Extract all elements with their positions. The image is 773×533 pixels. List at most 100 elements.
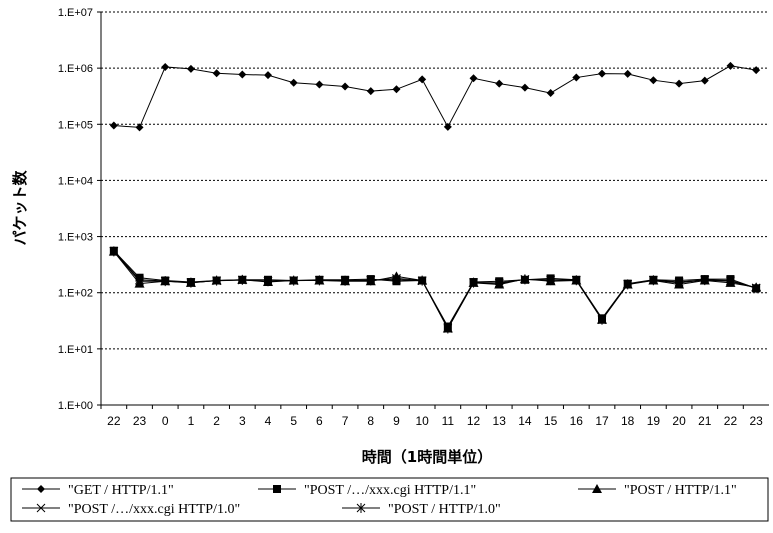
data-point bbox=[572, 73, 581, 82]
x-tick-label: 23 bbox=[749, 414, 763, 428]
data-point bbox=[212, 69, 221, 78]
data-point bbox=[366, 87, 375, 96]
data-point bbox=[700, 275, 710, 286]
y-tick-label: 1.E+07 bbox=[58, 7, 93, 19]
legend-item: "POST /…/xxx.cgi HTTP/1.1" bbox=[258, 483, 476, 498]
legend-label: "POST /…/xxx.cgi HTTP/1.1" bbox=[304, 483, 476, 498]
series-line bbox=[113, 251, 757, 330]
y-axis-title: パケット数 bbox=[11, 170, 29, 246]
x-tick-label: 9 bbox=[393, 414, 400, 428]
x-tick-label: 12 bbox=[467, 414, 481, 428]
data-point bbox=[546, 89, 555, 98]
data-point bbox=[674, 277, 684, 288]
data-point bbox=[598, 69, 606, 78]
series-diamond bbox=[109, 61, 761, 132]
data-point bbox=[726, 276, 735, 287]
y-tick-label: 1.E+04 bbox=[58, 175, 93, 187]
grid-lines bbox=[101, 11, 769, 350]
y-tick-label: 1.E+02 bbox=[58, 288, 93, 300]
data-point bbox=[495, 79, 504, 88]
x-tick-label: 11 bbox=[442, 414, 455, 428]
x-tick-label: 23 bbox=[133, 414, 147, 428]
data-point bbox=[751, 283, 761, 294]
x-tick-label: 17 bbox=[595, 414, 609, 428]
data-point bbox=[160, 276, 170, 287]
x-tick-label: 3 bbox=[239, 414, 246, 428]
legend-label: "GET / HTTP/1.1" bbox=[68, 483, 174, 498]
data-point bbox=[418, 75, 427, 84]
data-point bbox=[675, 79, 684, 88]
data-point bbox=[264, 71, 272, 80]
series-star bbox=[109, 246, 761, 334]
data-point bbox=[546, 275, 555, 286]
series-group bbox=[108, 61, 762, 334]
legend-label: "POST / HTTP/1.0" bbox=[388, 502, 501, 517]
series-line bbox=[113, 250, 757, 328]
data-point bbox=[520, 274, 530, 285]
data-point bbox=[443, 323, 453, 334]
data-point bbox=[366, 275, 376, 286]
y-tick-label: 1.E+05 bbox=[58, 119, 93, 131]
legend-box bbox=[10, 477, 769, 522]
x-tick-label: 22 bbox=[724, 414, 738, 428]
data-point bbox=[109, 246, 119, 257]
y-tick-labels: 1.E+00 1.E+01 1.E+02 1.E+03 1.E+04 1.E+05 1.E+… bbox=[58, 7, 101, 412]
data-point bbox=[700, 76, 709, 85]
x-tick-label: 6 bbox=[316, 414, 323, 428]
x-tick-label: 1 bbox=[188, 414, 195, 428]
data-point bbox=[417, 275, 427, 286]
x-tick-labels: 22 23 0 1 2 3 4 5 6 7 8 9 10 11 12 13 14 15 16 17 18 19 20 21 22… bbox=[100, 405, 763, 428]
data-point bbox=[161, 62, 170, 71]
legend-marker bbox=[356, 503, 366, 513]
data-point bbox=[341, 82, 350, 91]
data-point bbox=[315, 80, 324, 89]
legend-label: "POST /…/xxx.cgi HTTP/1.0" bbox=[68, 502, 240, 517]
x-tick-label: 22 bbox=[107, 414, 121, 428]
legend: "GET / HTTP/1.1" "POST /…/xxx.cgi HTTP/1.… bbox=[22, 483, 737, 517]
data-point bbox=[443, 122, 452, 131]
y-tick-label: 1.E+03 bbox=[58, 232, 93, 244]
x-tick-label: 7 bbox=[342, 414, 349, 428]
data-point bbox=[186, 64, 195, 73]
x-tick-label: 14 bbox=[518, 414, 532, 428]
data-point bbox=[649, 76, 658, 85]
x-tick-label: 15 bbox=[544, 414, 558, 428]
x-tick-label: 16 bbox=[570, 414, 584, 428]
series-line bbox=[113, 251, 757, 330]
x-tick-label: 20 bbox=[672, 414, 686, 428]
data-point bbox=[597, 314, 607, 325]
y-tick-label: 1.E+01 bbox=[58, 344, 93, 356]
legend-item: "POST / HTTP/1.1" bbox=[578, 483, 737, 498]
data-point bbox=[520, 83, 529, 92]
legend-item: "GET / HTTP/1.1" bbox=[22, 483, 174, 498]
x-axis-title: 時間（1時間単位） bbox=[362, 448, 492, 466]
legend-marker bbox=[592, 484, 602, 493]
legend-marker bbox=[273, 485, 281, 493]
data-point bbox=[135, 276, 144, 287]
data-point bbox=[263, 276, 273, 287]
x-tick-label: 4 bbox=[265, 414, 272, 428]
data-point bbox=[752, 66, 761, 75]
data-point bbox=[109, 121, 118, 130]
series-line bbox=[113, 65, 757, 128]
data-point bbox=[289, 275, 299, 286]
legend-label: "POST / HTTP/1.1" bbox=[624, 483, 737, 498]
y-tick-label: 1.E+06 bbox=[58, 63, 93, 75]
legend-marker bbox=[36, 503, 46, 513]
data-point bbox=[392, 85, 401, 94]
data-point bbox=[135, 123, 144, 132]
data-point bbox=[649, 275, 658, 286]
data-point bbox=[469, 277, 478, 288]
series-square bbox=[109, 246, 761, 331]
data-point bbox=[340, 275, 350, 286]
x-tick-label: 5 bbox=[290, 414, 297, 428]
data-point bbox=[392, 273, 401, 284]
series-line bbox=[113, 250, 757, 329]
x-tick-label: 10 bbox=[415, 414, 429, 428]
data-point bbox=[238, 70, 247, 79]
series-triangle bbox=[108, 246, 762, 333]
data-point bbox=[726, 61, 735, 70]
x-tick-label: 19 bbox=[647, 414, 661, 428]
x-tick-label: 21 bbox=[698, 414, 712, 428]
